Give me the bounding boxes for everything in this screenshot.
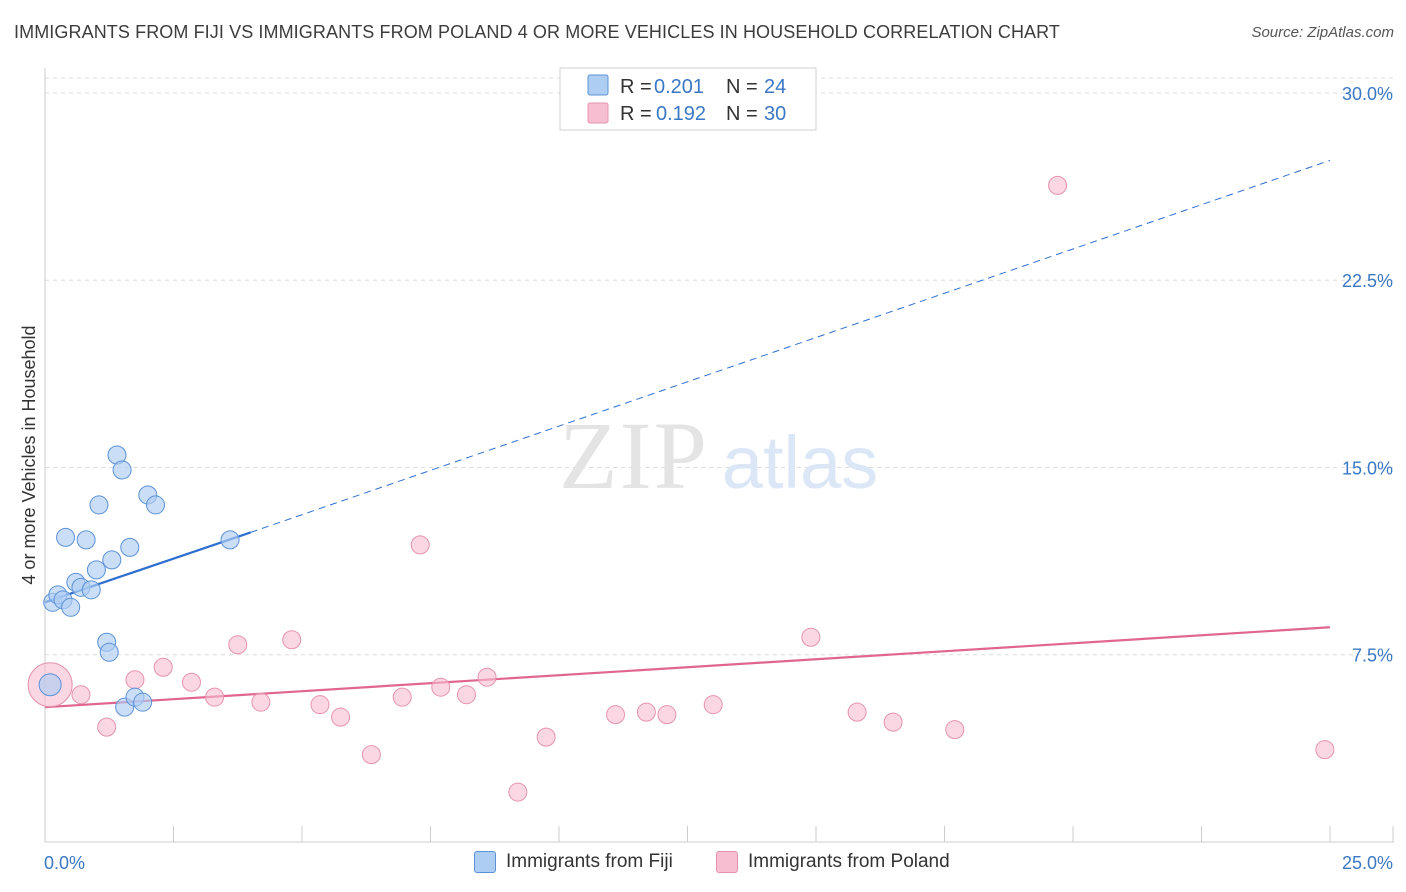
bottom-legend-fiji-swatch: [474, 851, 496, 873]
poland-point: [282, 630, 302, 650]
poland-point: [703, 695, 723, 715]
bottom-legend-fiji-label: Immigrants from Fiji: [506, 851, 673, 872]
poland-point: [361, 745, 381, 765]
fiji-point: [86, 560, 106, 580]
poland-point: [71, 685, 91, 705]
legend-fiji-swatch: [587, 74, 609, 96]
poland-point: [331, 707, 351, 727]
legend-poland-r-label: R =: [620, 103, 652, 125]
x-tick-label: 0.0%: [44, 853, 85, 873]
watermark-zip: ZIP: [559, 402, 709, 509]
fiji-point: [120, 537, 140, 557]
poland-point: [636, 702, 656, 722]
poland-point: [801, 627, 821, 647]
poland-point: [536, 727, 556, 747]
poland-point: [883, 712, 903, 732]
fiji-point: [112, 460, 132, 480]
poland-point: [228, 635, 248, 655]
poland-point: [431, 677, 451, 697]
fiji-point: [89, 495, 109, 515]
legend-fiji-n-value: 24: [764, 76, 786, 98]
poland-point: [410, 535, 430, 555]
legend-fiji-r-label: R =: [620, 76, 652, 98]
poland-point: [125, 670, 145, 690]
fiji-point: [133, 692, 153, 712]
poland-point: [945, 720, 965, 740]
y-tick-label: 15.0%: [1342, 458, 1393, 478]
poland-point: [456, 685, 476, 705]
x-tick-label: 25.0%: [1342, 853, 1393, 873]
poland-point: [847, 702, 867, 722]
legend-box: R = 0.201 N = 24 R = 0.192 N = 30: [559, 67, 817, 131]
legend-poland-n-label: N =: [726, 103, 758, 125]
bottom-legend-fiji: Immigrants from Fiji: [474, 851, 673, 873]
watermark: ZIP atlas: [559, 402, 878, 509]
y-tick-labels: 7.5% 15.0% 22.5% 30.0%: [1342, 84, 1393, 666]
fiji-trend-extension: [250, 159, 1331, 533]
legend-poland-swatch: [587, 102, 609, 124]
fiji-point: [99, 642, 119, 662]
axes: [44, 68, 1394, 843]
poland-point: [1048, 175, 1068, 195]
bottom-legend-poland-label: Immigrants from Poland: [748, 851, 950, 872]
y-axis-title: 4 or more Vehicles in Household: [19, 325, 39, 584]
fiji-point: [56, 527, 76, 547]
fiji-point: [81, 580, 101, 600]
poland-point: [392, 687, 412, 707]
chart-title: IMMIGRANTS FROM FIJI VS IMMIGRANTS FROM …: [14, 22, 1061, 42]
y-tick-label: 30.0%: [1342, 84, 1393, 104]
poland-point: [310, 695, 330, 715]
bottom-legend: Immigrants from Fiji Immigrants from Pol…: [0, 851, 1406, 879]
fiji-point: [220, 530, 240, 550]
y-tick-label: 7.5%: [1352, 646, 1393, 666]
x-tick-labels: 0.0% 25.0%: [44, 853, 1393, 873]
fiji-point: [38, 673, 62, 697]
fiji-point: [102, 550, 122, 570]
poland-point: [251, 692, 271, 712]
fiji-points: [38, 445, 240, 717]
watermark-atlas: atlas: [722, 421, 878, 504]
poland-point: [153, 657, 173, 677]
bottom-legend-poland: Immigrants from Poland: [716, 851, 950, 873]
legend-fiji-r-value: 0.201: [654, 76, 704, 98]
fiji-point: [76, 530, 96, 550]
poland-point: [508, 782, 528, 802]
gridlines: [45, 77, 1394, 656]
fiji-point: [146, 495, 166, 515]
poland-point: [657, 705, 677, 725]
y-tick-label: 22.5%: [1342, 271, 1393, 291]
poland-point: [181, 672, 201, 692]
fiji-point: [61, 597, 81, 617]
poland-point: [97, 717, 117, 737]
poland-point: [205, 687, 225, 707]
legend-poland-r-value: 0.192: [656, 103, 706, 125]
poland-points: [27, 175, 1335, 802]
poland-point: [1315, 740, 1335, 760]
poland-point: [477, 667, 497, 687]
legend-fiji-n-label: N =: [726, 76, 758, 98]
bottom-legend-poland-swatch: [716, 851, 738, 873]
legend-poland-n-value: 30: [764, 103, 786, 125]
poland-point: [606, 705, 626, 725]
source-label: Source: ZipAtlas.com: [1251, 24, 1394, 41]
